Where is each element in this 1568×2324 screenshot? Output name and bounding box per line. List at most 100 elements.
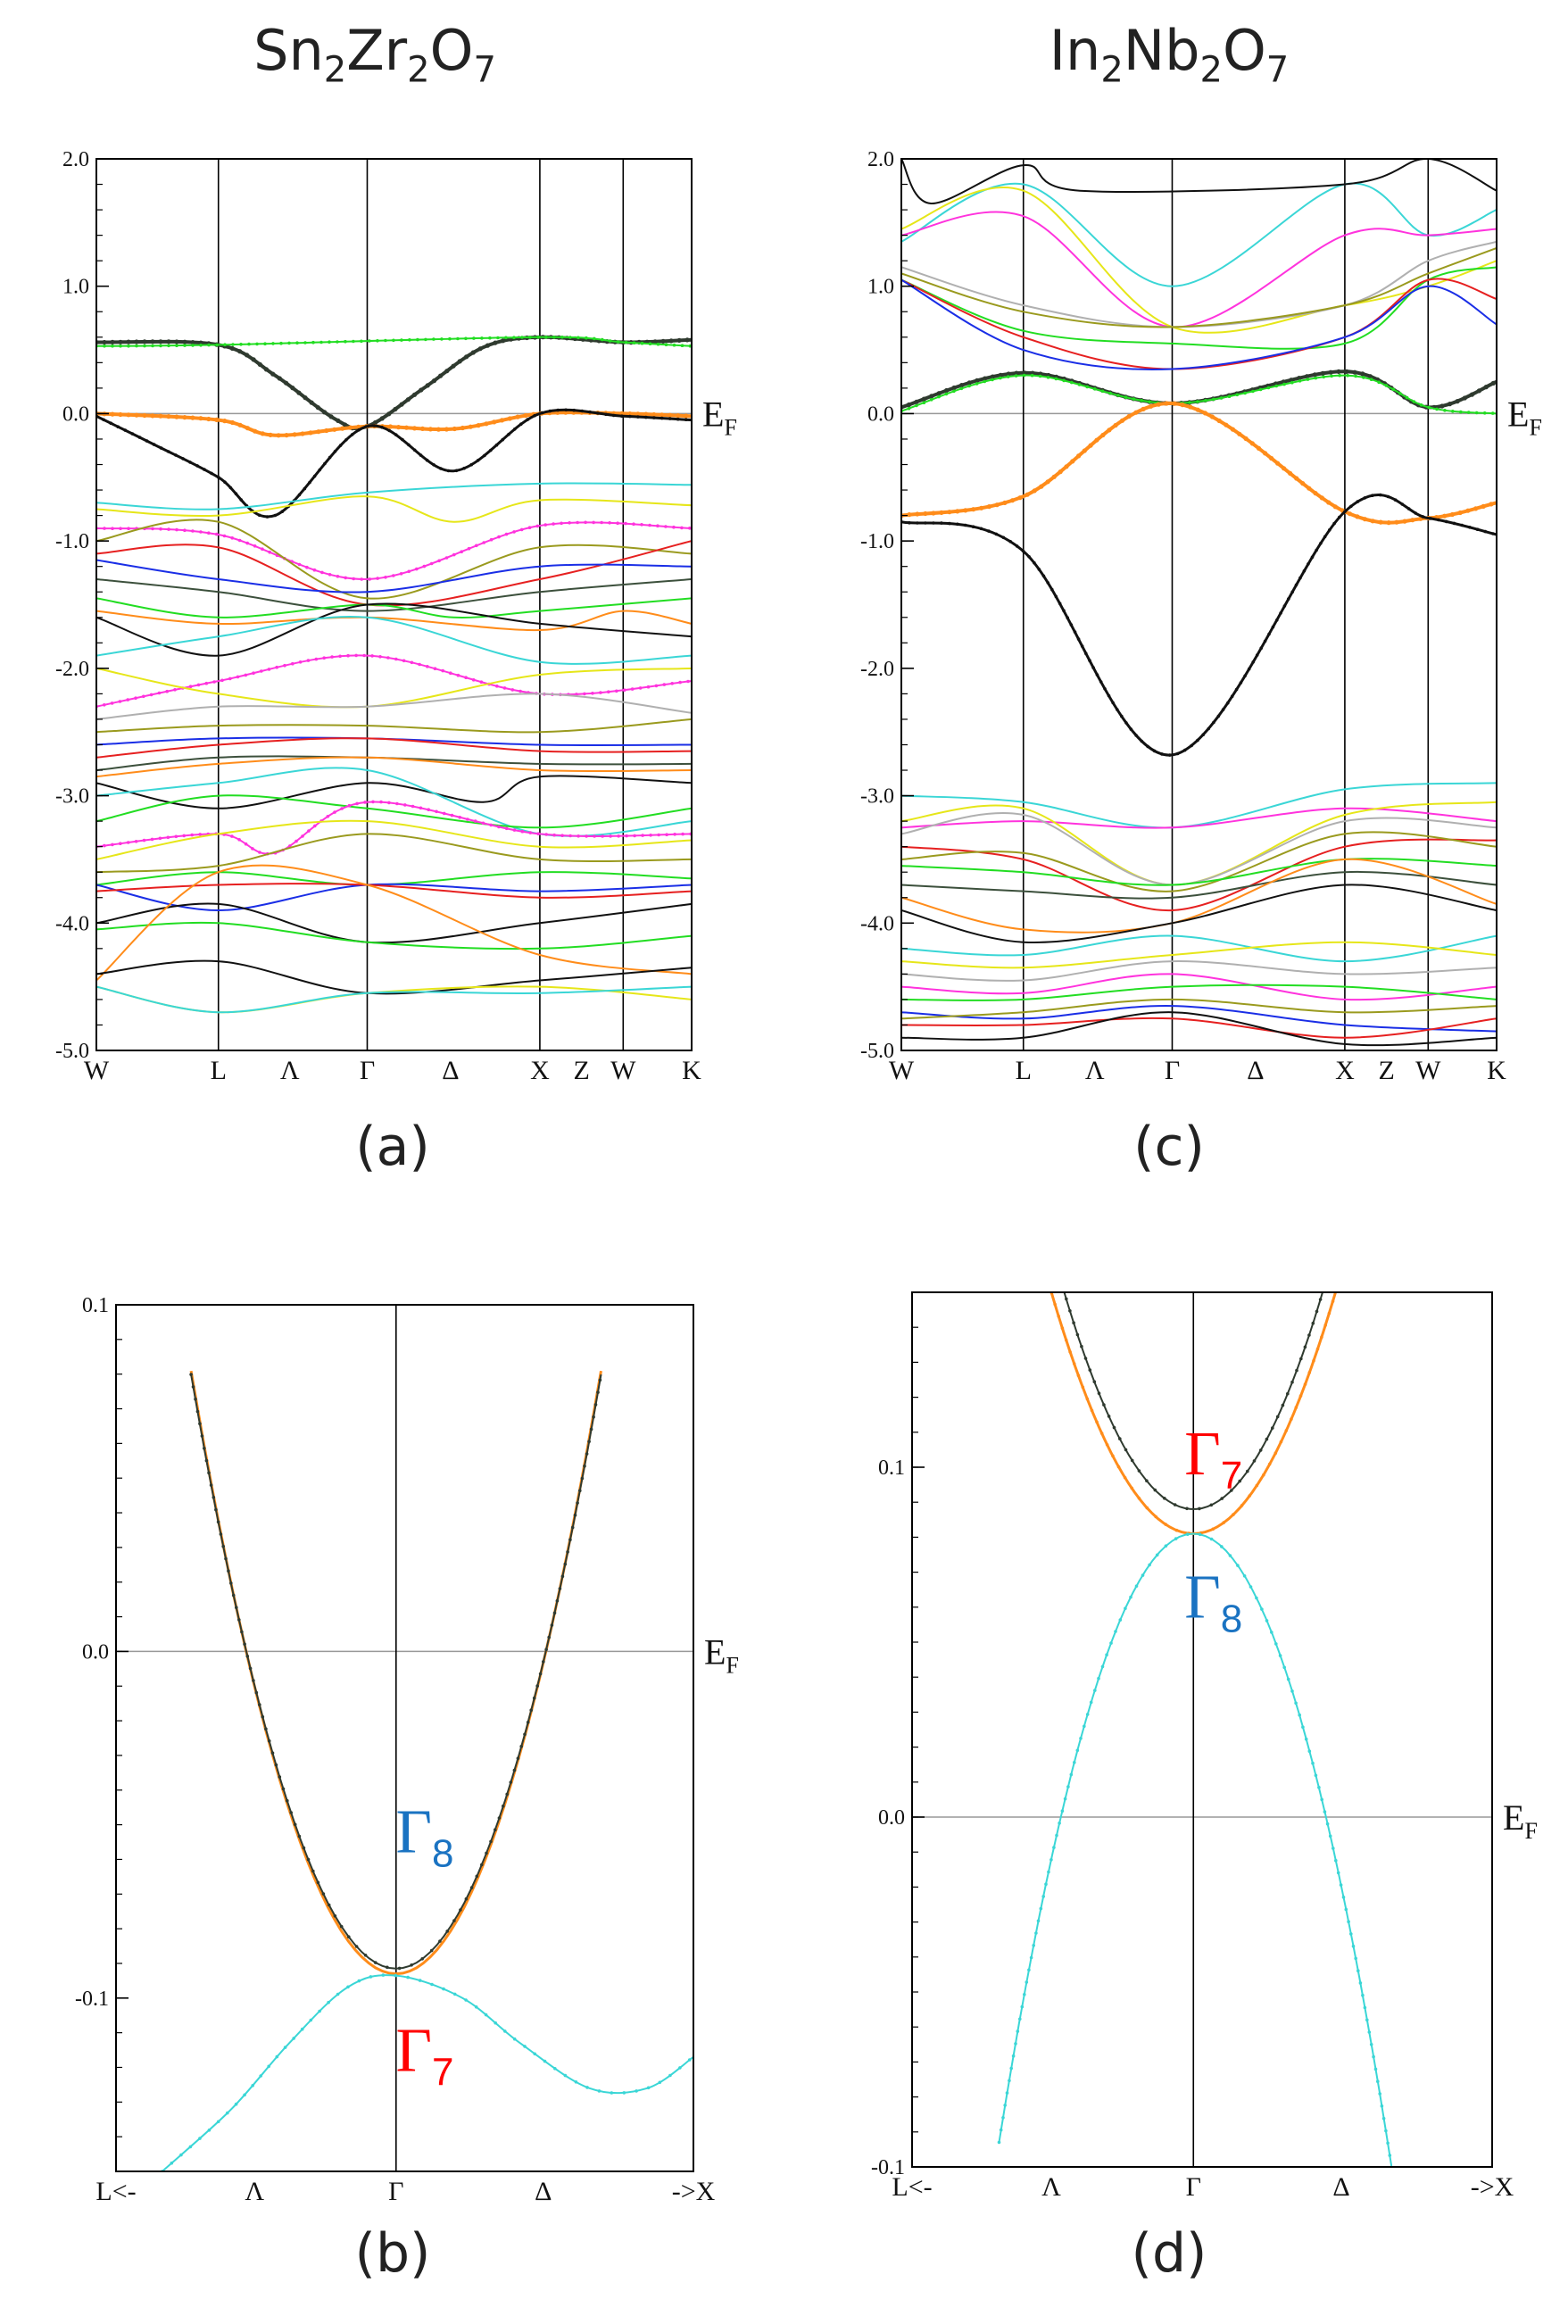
band-point — [346, 1985, 350, 1989]
band-point — [1290, 1380, 1294, 1384]
band-c7 — [901, 278, 1497, 370]
band-point — [1137, 1469, 1141, 1473]
band-point — [338, 444, 343, 447]
band-point — [1195, 407, 1200, 412]
y-tick-label: -2.0 — [55, 658, 89, 681]
kpoint-label: W — [889, 1056, 915, 1085]
band-point — [251, 357, 256, 362]
band-point — [1306, 378, 1310, 381]
band-point — [684, 337, 690, 343]
band-point — [244, 842, 248, 846]
band-point — [1336, 1238, 1340, 1241]
band-point — [1439, 403, 1445, 409]
band-point — [198, 340, 203, 345]
band-point — [216, 1520, 220, 1524]
band-point — [538, 1672, 543, 1676]
band-point — [103, 703, 106, 707]
band-c1 — [901, 182, 1497, 287]
band-point — [419, 806, 423, 810]
band-point — [222, 419, 228, 424]
band-point — [1247, 667, 1251, 671]
band-point — [1310, 555, 1315, 559]
band-point — [608, 521, 611, 525]
band-point — [1320, 1335, 1323, 1339]
band-point — [109, 421, 112, 426]
band-point — [1085, 1713, 1090, 1716]
band-point — [1130, 1458, 1134, 1463]
band-point — [1073, 1761, 1076, 1764]
band-point — [1236, 1564, 1240, 1567]
band-point — [207, 1471, 211, 1475]
band-point — [462, 466, 466, 470]
band-point — [191, 344, 195, 347]
band-point — [1173, 1503, 1177, 1506]
band-point — [592, 1415, 595, 1419]
band-point — [1053, 1302, 1057, 1307]
band-point — [449, 671, 452, 675]
band-point — [1384, 2129, 1388, 2133]
band-point — [464, 676, 468, 679]
band-c19 — [901, 884, 1497, 943]
band-point — [231, 343, 235, 346]
band-point — [1327, 1311, 1332, 1316]
band-point — [951, 385, 957, 391]
band-point — [583, 692, 586, 696]
band-b26 — [96, 871, 692, 886]
band-point — [1052, 1846, 1056, 1849]
band-point — [1294, 476, 1299, 481]
band-point — [1030, 373, 1034, 378]
band-point — [158, 836, 162, 841]
band-point — [1228, 1554, 1232, 1557]
band-point — [118, 339, 123, 344]
band-b30 — [96, 921, 692, 950]
band-point — [1090, 1408, 1094, 1413]
band-point — [998, 372, 1003, 378]
band-point — [1102, 1403, 1106, 1407]
band-point — [343, 422, 348, 427]
band-point — [1226, 701, 1230, 705]
band-c16 — [901, 858, 1497, 886]
band-point — [394, 433, 398, 437]
band-point — [362, 653, 366, 658]
band-point — [1340, 1225, 1343, 1229]
band-point — [1172, 401, 1177, 406]
band-point — [1273, 1451, 1278, 1455]
band-point — [436, 427, 441, 432]
band-point — [598, 1378, 602, 1382]
band-point — [496, 336, 500, 340]
kpoint-label: L — [1016, 1056, 1032, 1085]
band-point — [971, 507, 976, 512]
band-point — [1303, 1345, 1307, 1349]
band-point — [1239, 681, 1243, 685]
band-point — [1039, 484, 1044, 489]
band-point — [151, 344, 154, 348]
band-point — [418, 662, 421, 667]
band-point — [424, 337, 427, 342]
band-point — [1290, 590, 1294, 594]
bands — [161, 1370, 693, 2171]
band-point — [1188, 401, 1191, 404]
band-point — [103, 527, 106, 530]
band-gamma8-band — [1063, 1292, 1323, 1510]
kpoint-label: Z — [1378, 1056, 1394, 1085]
band-point — [482, 541, 485, 544]
band-point — [1294, 1406, 1298, 1409]
band-point — [245, 1655, 250, 1658]
band-point — [991, 378, 994, 382]
band-point — [1243, 436, 1249, 442]
band-point — [599, 691, 602, 694]
band-point — [372, 424, 377, 427]
band-point — [1398, 392, 1402, 395]
band-point — [127, 527, 130, 530]
band-point — [501, 338, 506, 344]
band-point — [987, 529, 991, 533]
band-point — [1346, 1201, 1349, 1205]
band-point — [556, 408, 560, 412]
band-point — [1243, 391, 1247, 395]
band-point — [660, 338, 666, 344]
band-point — [204, 1458, 209, 1463]
plot-frame — [911, 1291, 1493, 2168]
band-point — [1326, 500, 1332, 505]
band-b3 — [96, 521, 692, 581]
band-point — [137, 436, 142, 439]
